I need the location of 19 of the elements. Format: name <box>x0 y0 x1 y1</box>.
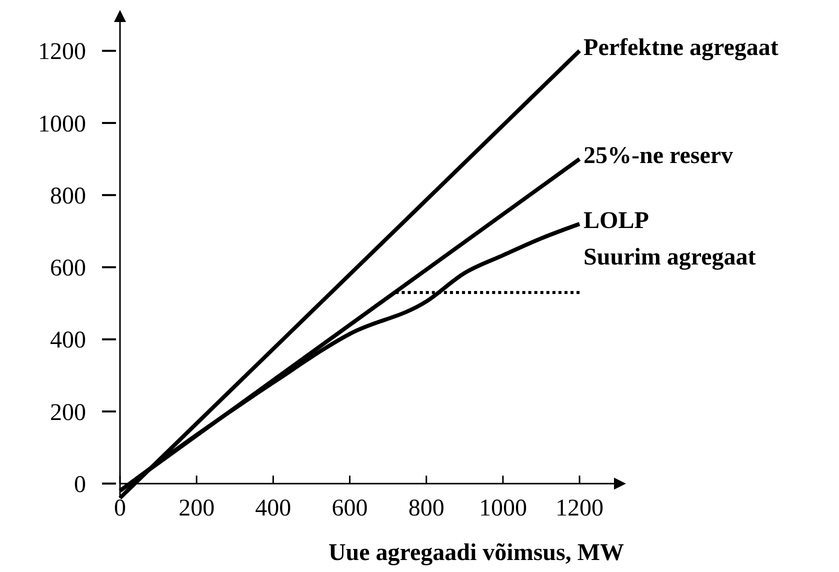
x-tick-label: 1200 <box>556 496 604 522</box>
series-label: Perfektne agregaat <box>584 34 778 61</box>
x-tick-label: 600 <box>332 496 368 522</box>
y-tick-label: 1200 <box>38 39 86 66</box>
x-axis-title: Uue agregaadi võimsus, MW <box>328 540 624 566</box>
y-tick-label: 800 <box>50 183 86 210</box>
series-label: Suurim agregaat <box>584 244 756 270</box>
series-label: 25%-ne reserv <box>584 143 734 170</box>
x-tick-label: 400 <box>255 496 292 522</box>
x-tick-label: 800 <box>408 496 444 522</box>
x-tick-label: 200 <box>178 496 215 522</box>
y-tick-label: 200 <box>50 400 86 426</box>
y-tick-label: 400 <box>50 328 86 354</box>
y-tick-label: 1000 <box>38 111 86 138</box>
series-label: LOLP <box>584 208 649 234</box>
y-tick-label: 0 <box>74 472 86 498</box>
x-tick-label: 0 <box>114 496 126 522</box>
x-tick-label: 1000 <box>478 496 527 522</box>
y-tick-label: 600 <box>50 256 86 282</box>
